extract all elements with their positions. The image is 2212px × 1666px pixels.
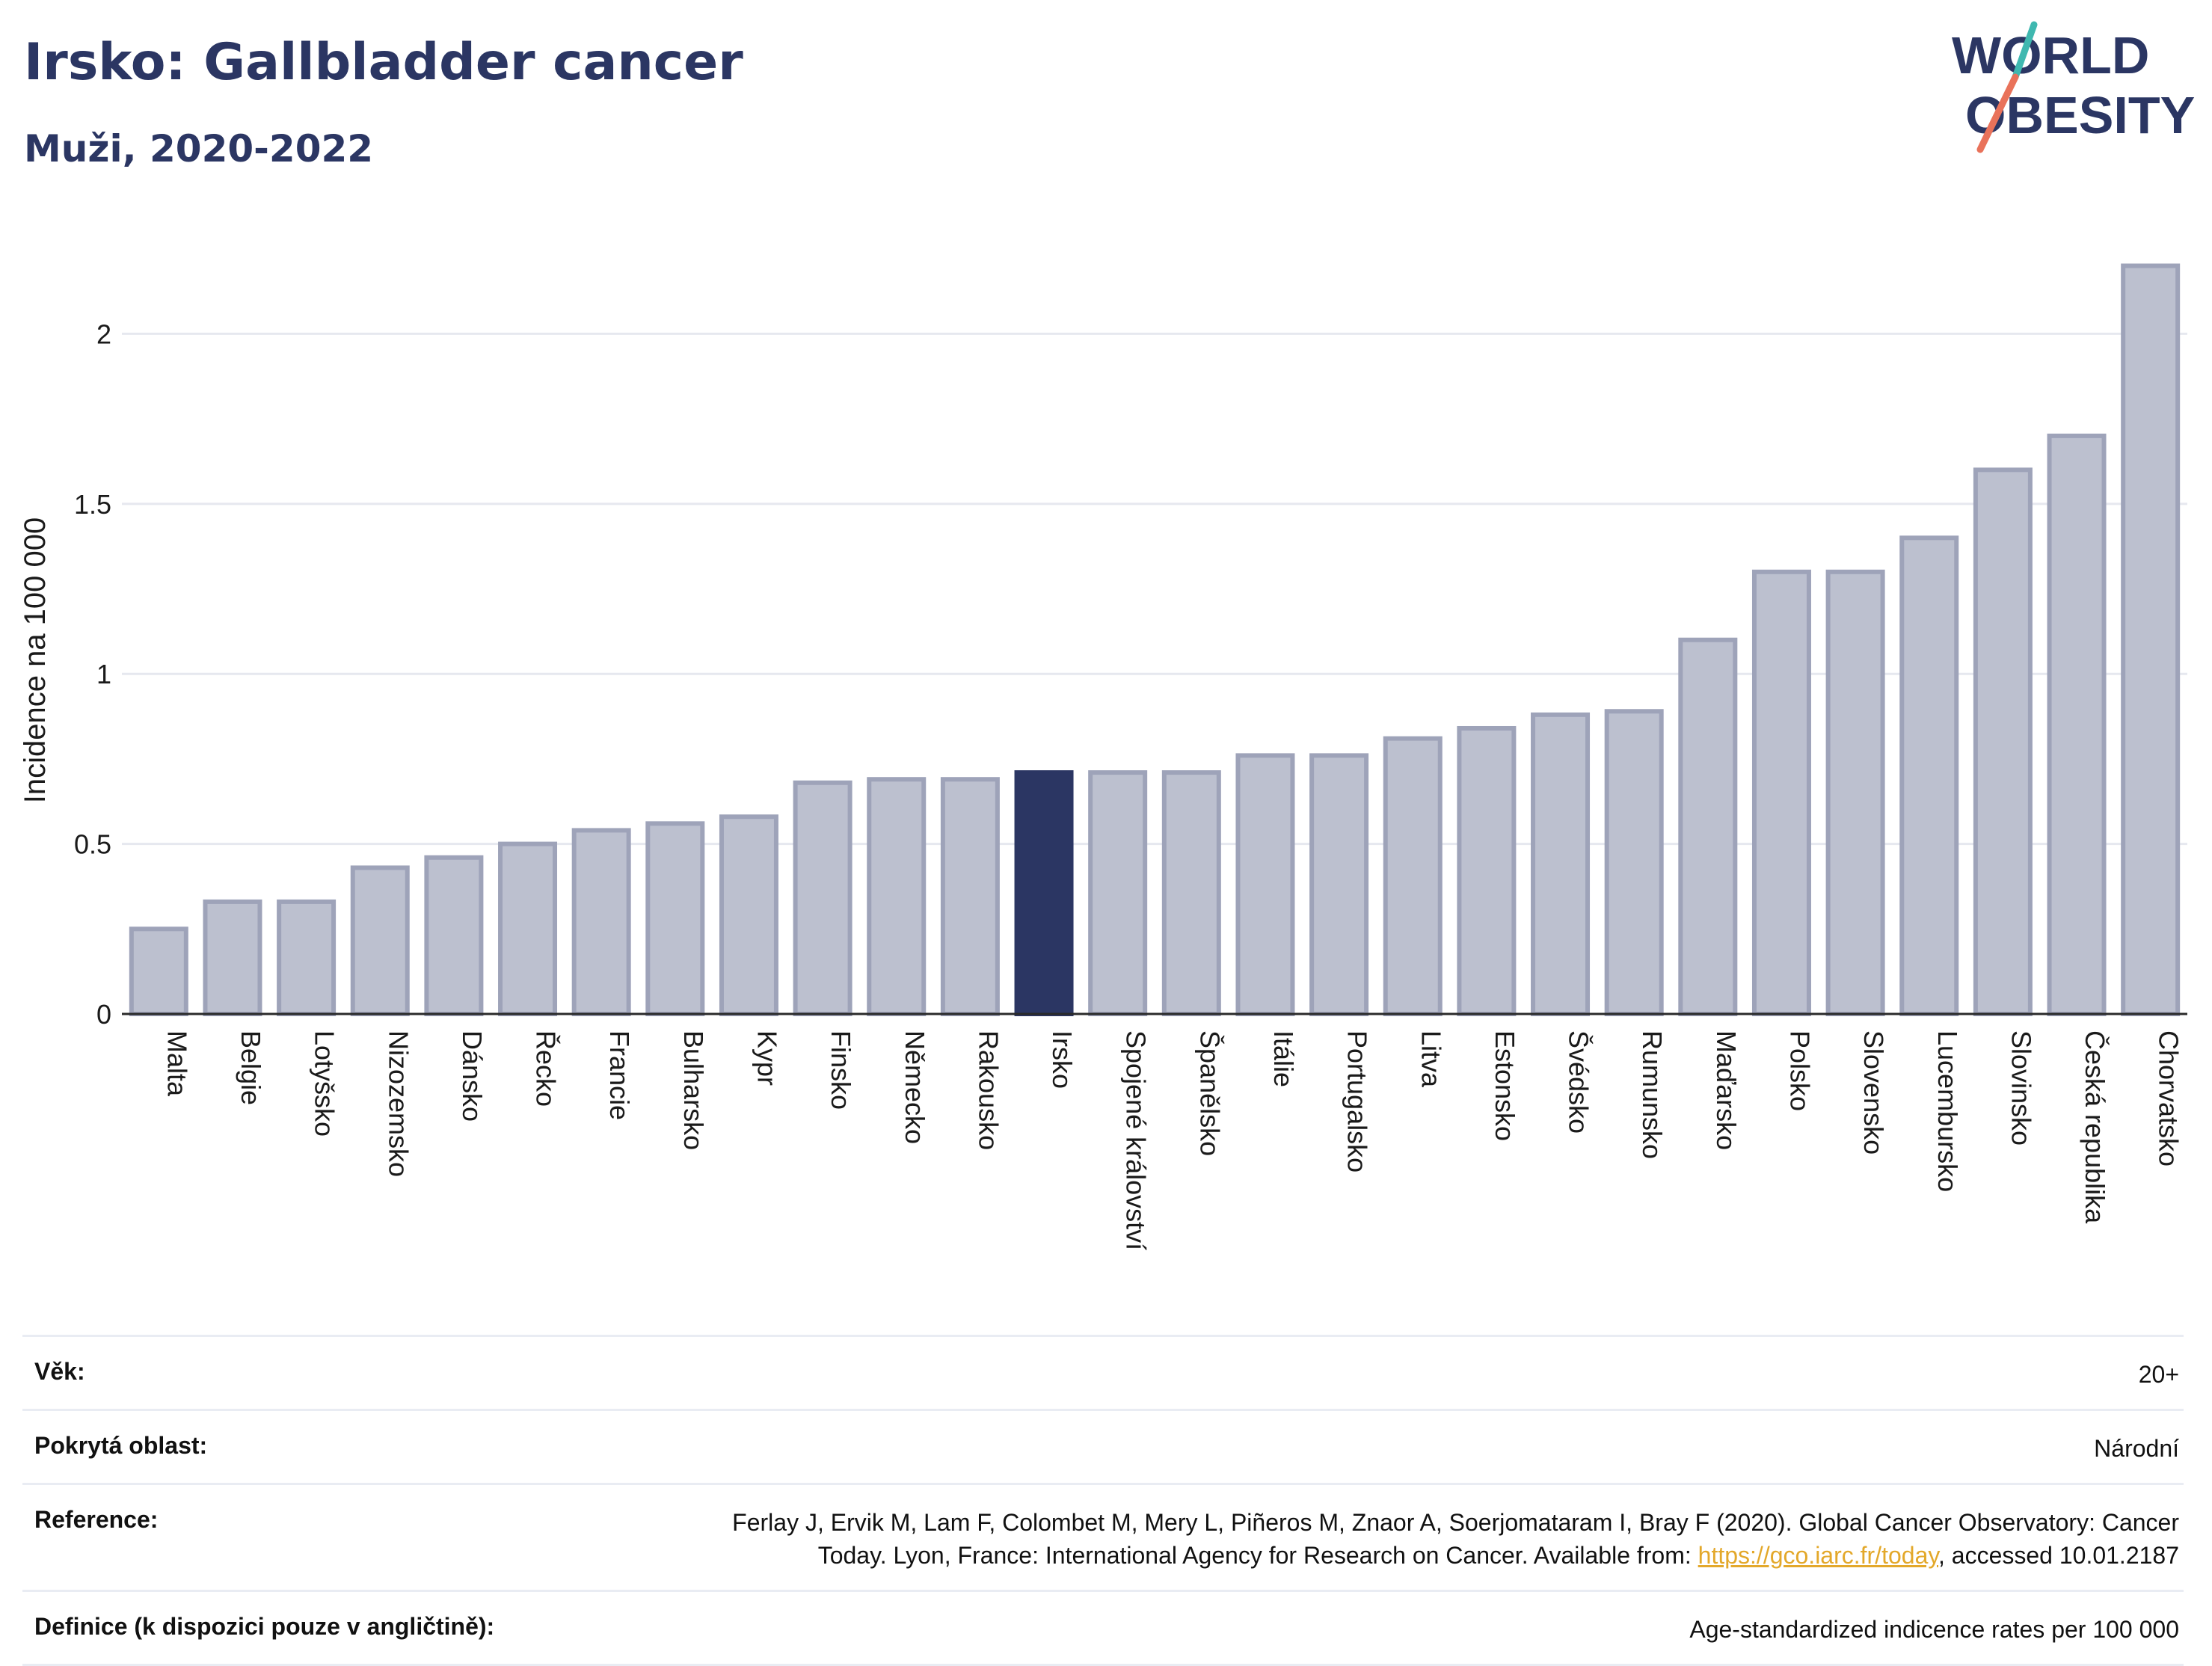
bar-Nizozemsko[interactable] <box>350 865 410 1016</box>
reference-text-1: Ferlay J, Ervik M, Lam F, Colombet M, Me… <box>732 1509 2179 1536</box>
y-tick-label: 1.5 <box>74 489 111 520</box>
age-label: Věk: <box>34 1358 85 1385</box>
bar-Rakousko[interactable] <box>940 777 1000 1016</box>
x-tick-label: Kypr <box>752 1030 782 1086</box>
x-tick-label: Polsko <box>1784 1030 1815 1111</box>
bar-Bulharsko[interactable] <box>645 821 705 1016</box>
bar-Španělsko[interactable] <box>1161 770 1221 1017</box>
y-axis-label: Incidence na 100 000 <box>19 517 52 804</box>
chart-subtitle: Muži, 2020-2022 <box>24 127 374 170</box>
x-tick-label: Německo <box>900 1030 930 1144</box>
reference-label: Reference: <box>34 1506 159 1533</box>
bars <box>129 263 2181 1017</box>
x-tick-label: Litva <box>1416 1030 1446 1088</box>
x-tick-label: Belgie <box>236 1030 266 1105</box>
reference-text-2: Today. Lyon, France: International Agenc… <box>817 1542 1698 1569</box>
definition-label: Definice (k dispozici pouze v angličtině… <box>34 1613 495 1640</box>
bar-Itálie[interactable] <box>1235 753 1295 1017</box>
x-tick-label: Rumunsko <box>1637 1030 1668 1159</box>
x-tick-label: Slovinsko <box>2006 1030 2036 1146</box>
chart-title: Irsko: Gallbladder cancer <box>24 33 743 92</box>
bar-Lotyšsko[interactable] <box>277 899 337 1017</box>
bar-Kypr[interactable] <box>719 814 778 1016</box>
bar-Švédsko[interactable] <box>1531 712 1591 1017</box>
bar-Maďarsko[interactable] <box>1678 637 1738 1016</box>
x-tick-label: Španělsko <box>1194 1030 1225 1156</box>
bar-Lucembursko[interactable] <box>1899 535 1959 1017</box>
bar-Portugalsko[interactable] <box>1309 753 1369 1017</box>
area-value: Národní <box>2094 1435 2179 1462</box>
area-label: Pokrytá oblast: <box>34 1432 208 1459</box>
x-tick-label: Finsko <box>826 1030 856 1110</box>
x-tick-label: Lucembursko <box>1932 1030 1963 1192</box>
x-tick-label: Slovensko <box>1858 1030 1889 1155</box>
x-tick-label: Malta <box>162 1030 192 1097</box>
meta-row-reference: Reference: Ferlay J, Ervik M, Lam F, Col… <box>22 1483 2184 1590</box>
bar-Finsko[interactable] <box>793 780 852 1016</box>
bar-Chorvatsko[interactable] <box>2121 263 2181 1016</box>
y-tick-label: 2 <box>96 319 111 349</box>
meta-row-definition: Definice (k dispozici pouze v angličtině… <box>22 1590 2184 1666</box>
y-tick-label: 1 <box>96 659 111 689</box>
logo-slash-teal <box>2012 21 2038 81</box>
bar-Polsko[interactable] <box>1751 569 1811 1017</box>
metadata-table: Věk: 20+ Pokrytá oblast: Národní Referen… <box>22 1335 2184 1666</box>
x-tick-label: Portugalsko <box>1342 1030 1373 1172</box>
x-tick-label: Česká republika <box>2080 1030 2110 1224</box>
bar-Německo[interactable] <box>867 777 927 1016</box>
bar-Irsko[interactable] <box>1014 770 1074 1017</box>
x-tick-label: Švédsko <box>1564 1030 1594 1134</box>
bar-Česká republika[interactable] <box>2047 433 2107 1016</box>
reference-text-3: , accessed 10.01.2187 <box>1938 1542 2179 1569</box>
bar-Spojené království[interactable] <box>1088 770 1148 1017</box>
x-tick-label: Spojené království <box>1121 1030 1152 1250</box>
x-tick-label: Lotyšsko <box>310 1030 340 1137</box>
x-tick-label: Rakousko <box>973 1030 1004 1150</box>
bar-Slovinsko[interactable] <box>1973 467 2033 1016</box>
meta-row-area: Pokrytá oblast: Národní <box>22 1409 2184 1483</box>
bar-Rumunsko[interactable] <box>1604 709 1664 1016</box>
x-tick-label: Maďarsko <box>1711 1030 1742 1150</box>
reference-link[interactable]: https://gco.iarc.fr/today <box>1698 1542 1938 1569</box>
y-tick-label: 0 <box>96 999 111 1030</box>
x-tick-label: Řecko <box>531 1030 562 1107</box>
x-tick-label: Estonsko <box>1490 1030 1520 1141</box>
bar-Řecko[interactable] <box>498 841 558 1017</box>
world-obesity-logo: WORLD OBESITY <box>1952 21 2195 153</box>
x-tick-label: Irsko <box>1047 1030 1078 1089</box>
bar-chart: 0 0.5 1 1.5 2 Malta Belgie Lotyšsko Nizozemsko D… <box>19 263 2187 1250</box>
bar-Dánsko[interactable] <box>424 855 484 1016</box>
x-tick-label: Dánsko <box>457 1030 488 1122</box>
x-tick-label: Nizozemsko <box>383 1030 414 1177</box>
bar-Francie[interactable] <box>571 828 631 1017</box>
age-value: 20+ <box>2138 1361 2179 1388</box>
bar-Malta[interactable] <box>129 926 188 1016</box>
x-tick-label: Itálie <box>1268 1030 1299 1087</box>
bar-Estonsko[interactable] <box>1457 725 1517 1016</box>
bar-Belgie[interactable] <box>203 899 262 1017</box>
y-tick-label: 0.5 <box>74 829 111 860</box>
definition-value: Age-standardized indicence rates per 100… <box>1689 1616 2179 1643</box>
logo-text-world: WORLD <box>1952 26 2149 84</box>
bar-Litva[interactable] <box>1383 736 1443 1016</box>
y-tick-labels: 0 0.5 1 1.5 2 <box>74 319 111 1030</box>
logo-slash-coral <box>1976 73 2019 153</box>
meta-row-age: Věk: 20+ <box>22 1335 2184 1409</box>
x-tick-label: Francie <box>604 1030 635 1120</box>
x-tick-label: Bulharsko <box>678 1030 709 1150</box>
bar-Slovensko[interactable] <box>1825 569 1885 1017</box>
reference-value: Ferlay J, Ervik M, Lam F, Colombet M, Me… <box>732 1506 2184 1572</box>
x-tick-label: Chorvatsko <box>2154 1030 2184 1166</box>
x-tick-labels: Malta Belgie Lotyšsko Nizozemsko Dánsko Řecko… <box>162 1030 2184 1250</box>
